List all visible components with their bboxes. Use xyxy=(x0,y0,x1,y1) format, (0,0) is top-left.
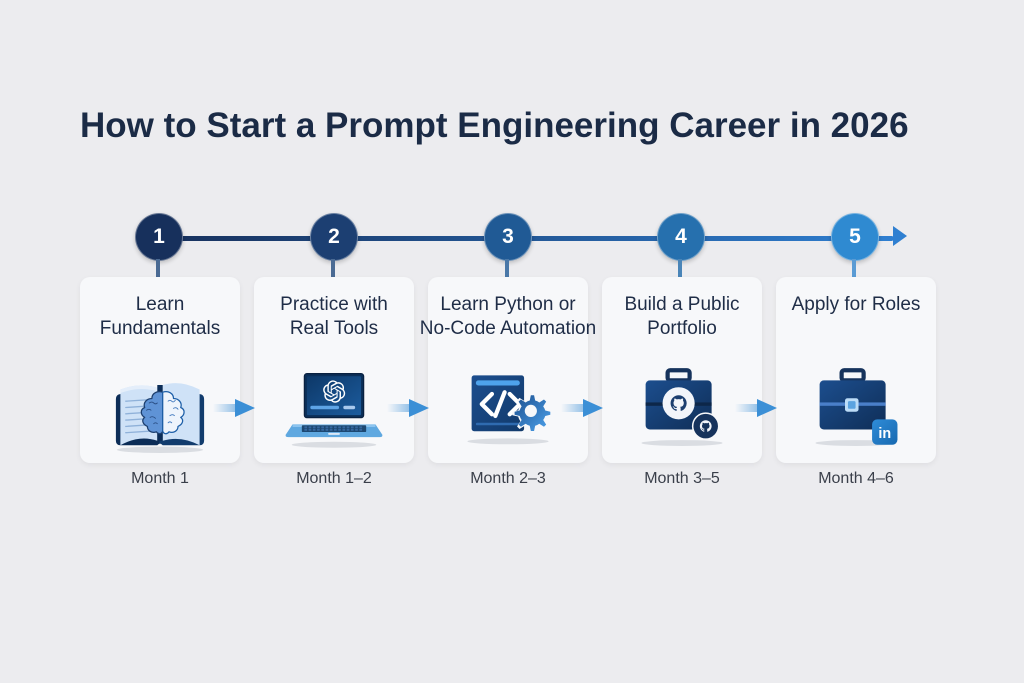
svg-text:in: in xyxy=(878,426,891,442)
